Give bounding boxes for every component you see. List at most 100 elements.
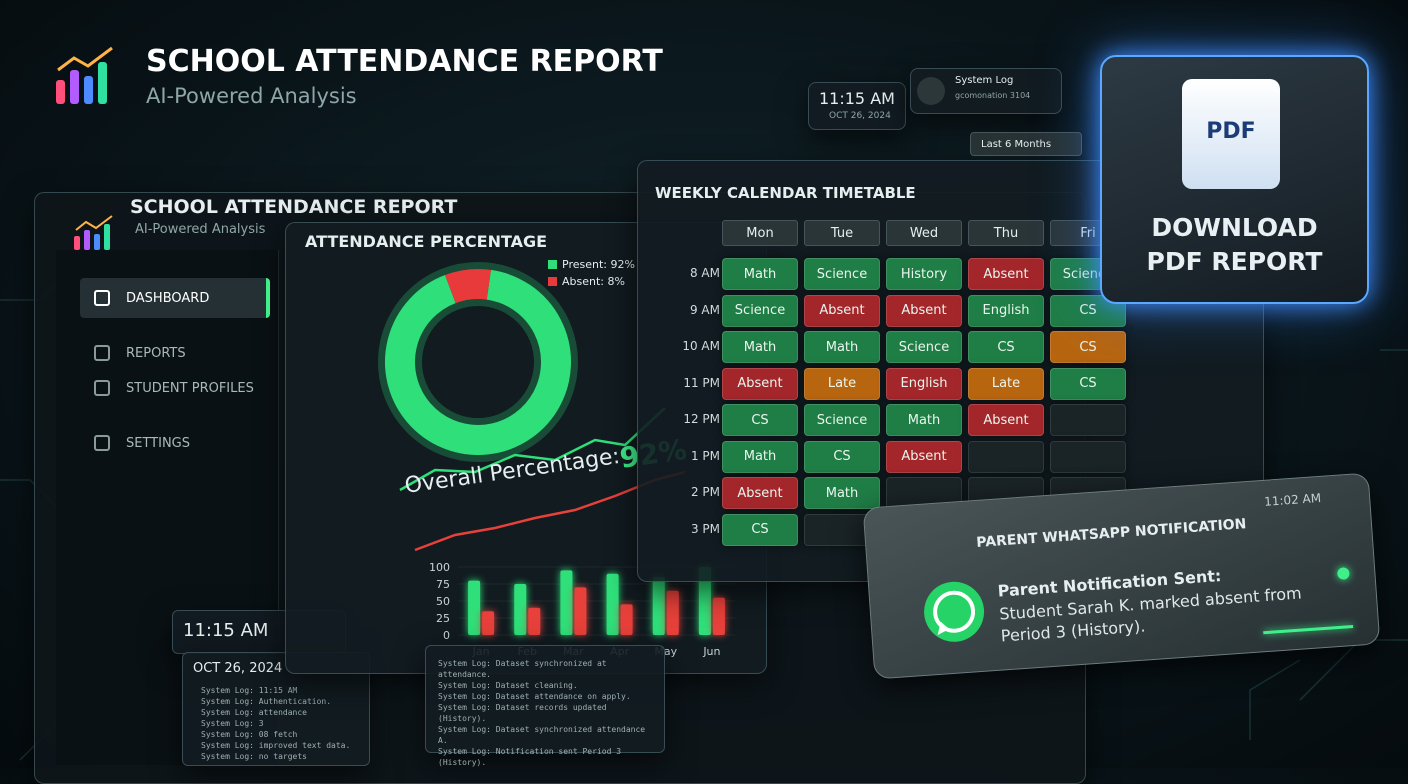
timetable-cell: Math — [886, 404, 962, 436]
timetable-cell: History — [886, 258, 962, 290]
timetable-cell: Absent — [968, 404, 1044, 436]
pdf-line: DOWNLOAD — [1151, 213, 1318, 242]
legend-item: Present: 92% — [548, 258, 635, 271]
system-log-widget[interactable]: System Log gcomonation 3104 — [910, 68, 1062, 114]
timetable-cell: CS — [968, 331, 1044, 363]
bar — [528, 607, 541, 635]
log-line: System Log: Dataset cleaning. — [438, 681, 578, 690]
donut-chart — [378, 262, 578, 462]
timetable-cell: Absent — [968, 258, 1044, 290]
x-tick-label: Jun — [702, 645, 720, 658]
notification-title: PARENT WHATSAPP NOTIFICATION — [975, 516, 1247, 552]
pdf-line: PDF REPORT — [1146, 247, 1323, 276]
pdf-icon: PDF — [1182, 79, 1280, 189]
nav-item[interactable]: DASHBOARD — [80, 278, 270, 318]
timetable-cell: Science — [804, 404, 880, 436]
day-header: Mon — [722, 220, 798, 246]
nav-item[interactable]: STUDENT PROFILES — [80, 368, 270, 408]
timetable-cell: Absent — [886, 440, 962, 473]
donut-segment — [385, 269, 571, 455]
dashboard-title: SCHOOL ATTENDANCE REPORT — [130, 196, 458, 218]
log-line: System Log: attendance — [201, 708, 307, 717]
time-label: 11 PM — [683, 375, 720, 390]
top-time: 11:15 AM — [819, 89, 895, 108]
log-line: System Log: 3 — [201, 719, 264, 728]
timetable-cell: CS — [722, 404, 798, 436]
y-tick-label: 50 — [436, 595, 450, 608]
legend-swatch — [548, 277, 557, 286]
log-line: System Log: Dataset attendance on apply. — [438, 692, 631, 701]
bar — [712, 597, 725, 635]
donut-segment — [444, 269, 491, 304]
notification-time: 11:02 AM — [1263, 490, 1322, 509]
nav-icon — [94, 435, 110, 451]
bar — [482, 611, 495, 635]
legend-swatch — [548, 260, 557, 269]
log-panel: System Log: Dataset synchronized at atte… — [425, 645, 665, 767]
dashboard-logo — [74, 215, 113, 250]
timetable-cell: CS — [1050, 331, 1126, 363]
log-line: System Log: 08 fetch — [201, 730, 298, 739]
sidebar-date: OCT 26, 2024 — [193, 661, 283, 676]
day-header: Wed — [886, 220, 962, 246]
y-tick-label: 75 — [436, 578, 450, 591]
legend-label: Absent: 8% — [562, 275, 625, 288]
timetable-title: WEEKLY CALENDAR TIMETABLE — [655, 184, 916, 202]
log-line: System Log: Authentication. — [201, 697, 332, 706]
sidebar-log-lines: System Log: 11:15 AM System Log: Authenti… — [201, 685, 350, 762]
timetable-cell: Science — [804, 258, 880, 290]
notification-card: PARENT WHATSAPP NOTIFICATION 11:02 AM Pa… — [862, 472, 1381, 680]
time-label: 10 AM — [682, 339, 720, 353]
timetable-cell: English — [968, 294, 1044, 327]
log-line: System Log: 11:15 AM — [201, 686, 298, 695]
bar — [574, 587, 587, 635]
nav-icon — [94, 380, 110, 396]
timetable-cell: Science — [886, 331, 962, 363]
timetable-cell: Math — [722, 258, 798, 290]
log-line: System Log: no targets — [201, 752, 307, 761]
bar — [652, 577, 665, 635]
bar — [468, 580, 481, 635]
log-title: System Log — [955, 75, 1014, 86]
time-label: 1 PM — [690, 448, 720, 463]
timetable-cell: Absent — [722, 367, 798, 400]
bar — [514, 584, 527, 635]
legend-item: Absent: 8% — [548, 275, 635, 288]
timetable-cell: Absent — [722, 477, 798, 509]
log-line: System Log: Dataset synchronized at atte… — [438, 659, 607, 679]
bar — [606, 573, 619, 635]
nav-item[interactable]: SETTINGS — [80, 423, 270, 463]
timetable-cell: Math — [722, 331, 798, 363]
header-subtitle: AI-Powered Analysis — [146, 84, 357, 108]
header-title: SCHOOL ATTENDANCE REPORT — [146, 44, 663, 79]
top-clock: 11:15 AM OCT 26, 2024 — [808, 82, 906, 130]
timetable-cell: Absent — [804, 294, 880, 327]
timetable-cell: Late — [968, 367, 1044, 400]
sidebar-time: 11:15 AM — [183, 620, 269, 641]
timetable-cell: Math — [722, 440, 798, 473]
bar — [560, 570, 573, 635]
legend-label: Present: 92% — [562, 258, 635, 271]
nav-item[interactable]: REPORTS — [80, 333, 270, 373]
doc-icon — [917, 77, 945, 105]
time-label: 12 PM — [683, 412, 720, 426]
legend: Present: 92% Absent: 8% — [548, 258, 635, 292]
timetable-cell: Math — [804, 477, 880, 509]
attendance-title: ATTENDANCE PERCENTAGE — [305, 232, 548, 251]
y-tick-label: 25 — [436, 612, 450, 625]
log-line: System Log: Notification sent Period 3 (… — [438, 747, 622, 767]
filter-dropdown[interactable]: Last 6 Months — [970, 132, 1082, 156]
timetable-cell: English — [886, 367, 962, 400]
bar — [698, 567, 711, 635]
timetable-cell: CS — [804, 440, 880, 473]
time-label: 8 AM — [689, 266, 720, 280]
pdf-download-button[interactable]: PDF DOWNLOAD PDF REPORT — [1100, 55, 1369, 304]
time-label: 9 AM — [689, 302, 720, 317]
nav-icon — [94, 290, 110, 306]
nav-icon — [94, 345, 110, 361]
time-label: 3 PM — [690, 521, 720, 536]
y-tick-label: 0 — [443, 629, 450, 642]
log-line: System Log: Dataset synchronized attenda… — [438, 725, 646, 745]
timetable-cell: Absent — [886, 294, 962, 327]
log-line: System Log: improved text data. — [201, 741, 351, 750]
